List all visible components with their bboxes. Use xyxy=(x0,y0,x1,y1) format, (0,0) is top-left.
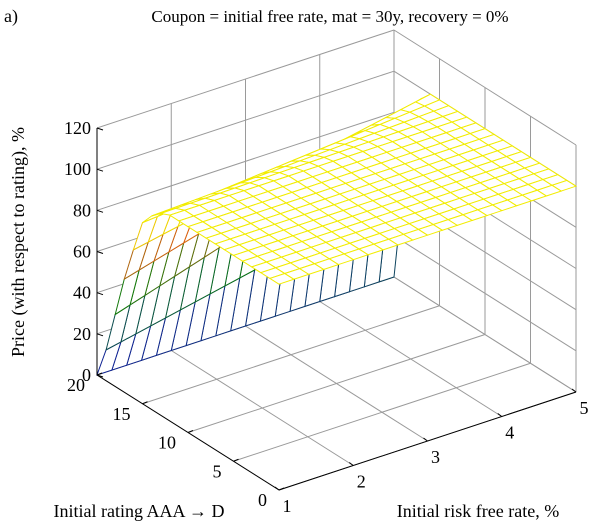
z-tick xyxy=(96,292,104,296)
z-tick xyxy=(96,209,104,213)
x-tick-label: 2 xyxy=(357,472,366,492)
x-tick-label: 1 xyxy=(283,496,292,516)
z-tick xyxy=(96,127,104,131)
y-axis-label: Initial rating AAA → D xyxy=(54,501,225,521)
x-tick xyxy=(348,462,354,466)
x-tick xyxy=(274,486,280,491)
y-tick xyxy=(278,487,285,491)
x-tick-label: 5 xyxy=(580,398,589,418)
y-tick xyxy=(233,458,239,462)
x-tick-label: 4 xyxy=(505,423,514,443)
panel-label: a) xyxy=(4,6,18,27)
grid-line xyxy=(187,334,486,433)
z-tick-label: 60 xyxy=(73,242,91,262)
z-tick xyxy=(96,333,104,337)
y-tick-label: 5 xyxy=(213,461,222,481)
y-tick-label: 0 xyxy=(258,490,267,510)
y-tick xyxy=(96,372,103,376)
z-tick-label: 100 xyxy=(64,159,91,179)
x-tick xyxy=(571,388,577,393)
x-tick xyxy=(423,437,428,442)
surface-cell xyxy=(268,272,296,285)
axis-box xyxy=(96,127,577,491)
y-tick-label: 10 xyxy=(158,433,176,453)
y-tick-label: 15 xyxy=(113,404,131,424)
z-tick xyxy=(96,374,104,378)
z-tick xyxy=(96,168,104,172)
z-tick-labels: 0 20 40 60 80 100 120 xyxy=(64,118,91,385)
z-tick-label: 0 xyxy=(82,365,91,385)
y-tick xyxy=(187,430,194,433)
z-tick-label: 40 xyxy=(73,283,91,303)
z-tick-label: 80 xyxy=(73,200,91,220)
chart-title: Coupon = initial free rate, mat = 30y, r… xyxy=(151,7,508,26)
z-tick-label: 20 xyxy=(73,324,91,344)
x-tick-label: 3 xyxy=(431,447,440,467)
x-tick xyxy=(497,413,503,417)
x-tick-labels: 1 2 3 4 5 xyxy=(283,398,589,516)
grid-line xyxy=(142,305,440,405)
z-tick-label: 120 xyxy=(64,118,91,138)
surface-mesh xyxy=(96,93,578,376)
z-tick xyxy=(96,251,104,254)
y-tick xyxy=(142,401,148,405)
y-tick-labels: 0 5 10 15 20 xyxy=(67,375,267,510)
x-axis-label: Initial risk free rate, % xyxy=(397,501,559,521)
y-tick-label: 20 xyxy=(67,375,85,395)
z-axis-label: Price (with respect to rating), % xyxy=(8,127,29,357)
grid-line xyxy=(233,362,531,462)
